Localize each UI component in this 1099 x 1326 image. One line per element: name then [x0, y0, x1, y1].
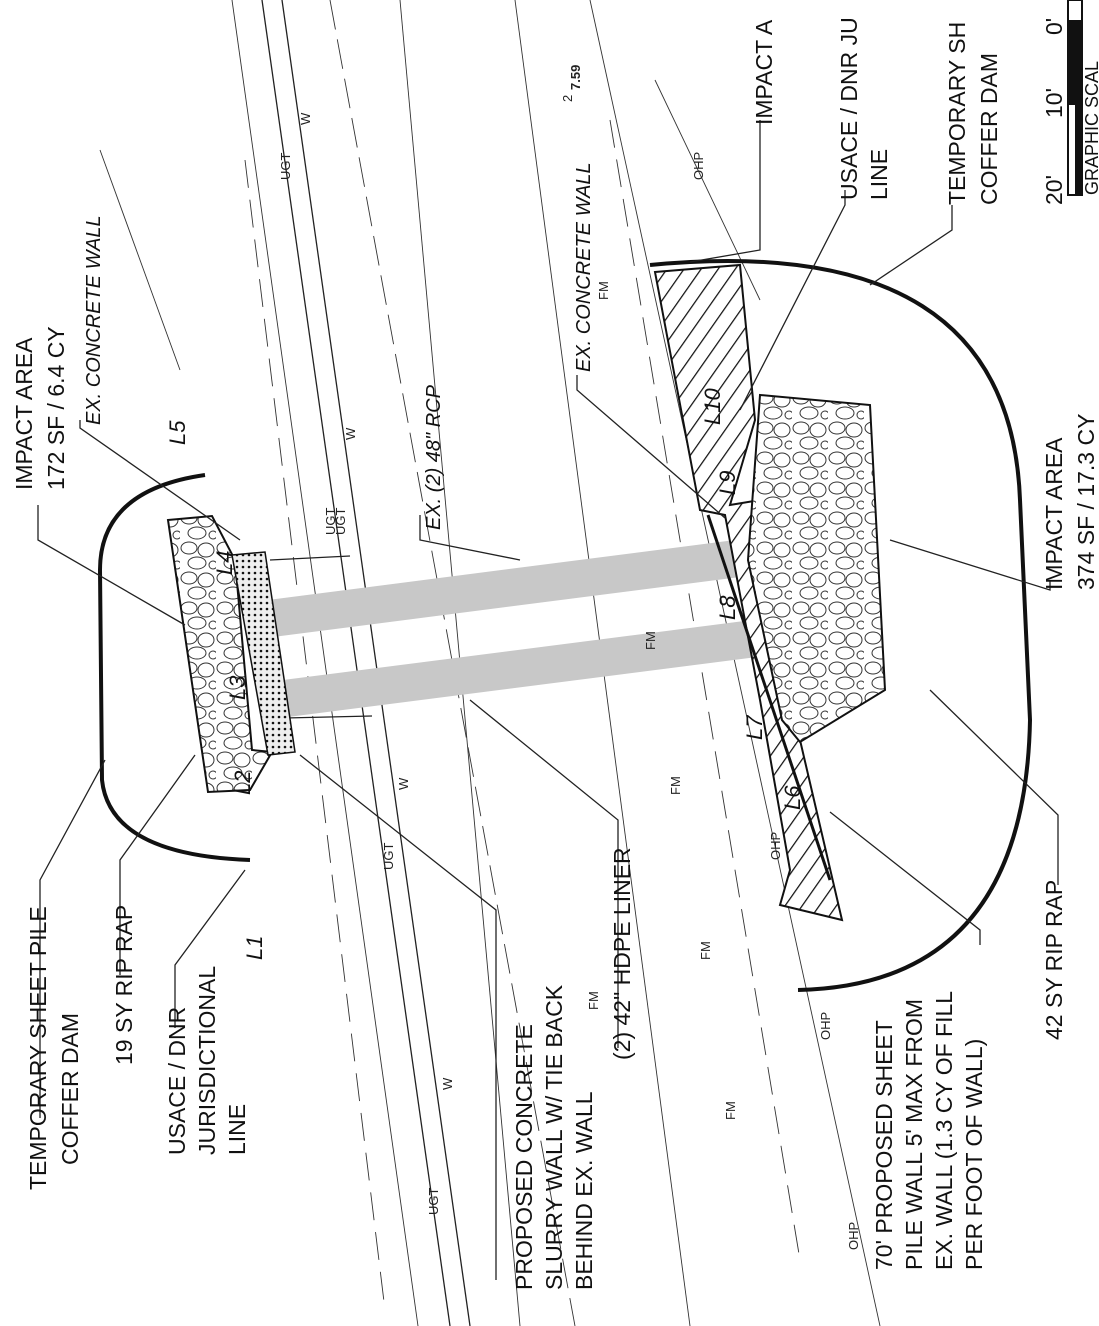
callout: PILE WALL 5' MAX FROM [901, 999, 927, 1270]
callout: JURISDICTIONAL [194, 966, 220, 1155]
utility-label: UGT [333, 508, 348, 536]
callout: EX. CONCRETE WALL [573, 162, 595, 372]
leader [269, 555, 351, 561]
utility-label: OHP [768, 832, 783, 860]
callout: EX. WALL (1.3 CY OF FILL [931, 991, 957, 1270]
slurry-wall [231, 551, 296, 756]
callout: PER FOOT OF WALL) [961, 1039, 987, 1270]
utility-label: W [343, 427, 358, 440]
utility-label: FM [586, 991, 601, 1010]
pipe [283, 620, 757, 717]
leaders [37, 120, 1059, 1280]
callout: TEMPORARY SH [944, 22, 970, 205]
utility-label: OHP [818, 1012, 833, 1040]
utility-label: UGT [381, 843, 396, 871]
segment-label: L6 [780, 785, 805, 810]
callout: PROPOSED CONCRETE [511, 1024, 537, 1290]
leader [284, 715, 373, 719]
utility-label: W [298, 112, 313, 125]
elevation-label: 2 [560, 95, 575, 102]
utility-label: FM [643, 631, 658, 650]
callout: TEMPORARY SHEET PILE [25, 906, 51, 1190]
callout: IMPACT AREA [11, 337, 37, 490]
utility-label: UGT [278, 153, 293, 181]
scale-title: GRAPHIC SCAL [1082, 61, 1099, 195]
callout: LINE [866, 149, 892, 200]
labels: IMPACT AREA 172 SF / 6.4 CY EX. CONCRETE W… [11, 17, 1099, 1290]
callout: IMPACT A [751, 19, 777, 125]
utility-label: W [440, 1077, 455, 1090]
callout: 19 SY RIP RAP [111, 905, 137, 1065]
callout: SLURRY WALL W/ TIE BACK [541, 984, 567, 1290]
scale-tick-label: 10' [1041, 88, 1067, 118]
callout: COFFER DAM [976, 53, 1002, 205]
segment-label: L2 [230, 771, 255, 795]
elevation-label: 7.59 [568, 65, 583, 90]
utility-label: OHP [846, 1222, 861, 1250]
east-coffer-dam [649, 259, 1033, 992]
utility-label: FM [698, 941, 713, 960]
scale-bar [1067, 0, 1083, 196]
callout: EX. (2) 48" RCP [423, 384, 445, 530]
callout: 42 SY RIP RAP [1041, 880, 1067, 1040]
east-rip-rap [746, 393, 887, 744]
callout: USACE / DNR [164, 1007, 190, 1155]
segment-label: L7 [742, 715, 767, 740]
utility-label: W [396, 777, 411, 790]
segment-label: L1 [242, 936, 267, 960]
segment-label: L8 [715, 595, 740, 620]
scale-tick-label: 0' [1041, 18, 1067, 35]
utility-label: OHP [691, 152, 706, 180]
pipe [268, 540, 740, 637]
west-coffer-dam [97, 473, 251, 862]
callout: BEHIND EX. WALL [571, 1091, 597, 1290]
segment-label: L10 [700, 388, 725, 425]
segment-label: L9 [715, 471, 740, 495]
utility-label: FM [668, 776, 683, 795]
scale-tick-label: 20' [1041, 175, 1067, 205]
callout: 70' PROPOSED SHEET [871, 1020, 897, 1270]
callout: (2) 42" HDPE LINER [609, 847, 635, 1060]
segment-label: L4 [212, 551, 237, 575]
east-fill-area [653, 263, 844, 922]
utility-label: FM [596, 281, 611, 300]
sheet-pile-wall [706, 514, 832, 881]
utility-label: UGT [323, 508, 338, 536]
callout: LINE [224, 1104, 250, 1155]
callout: 172 SF / 6.4 CY [43, 326, 69, 490]
utility-label: UGT [426, 1188, 441, 1216]
callout: USACE / DNR JU [836, 17, 862, 200]
callout: EX. CONCRETE WALL [83, 215, 105, 425]
callout: 374 SF / 17.3 CY [1073, 414, 1099, 590]
callout: IMPACT AREA [1041, 437, 1067, 590]
callout: COFFER DAM [57, 1013, 83, 1165]
segment-label: L3 [225, 675, 250, 700]
utility-label: FM [723, 1101, 738, 1120]
segment-label: L5 [165, 420, 190, 445]
